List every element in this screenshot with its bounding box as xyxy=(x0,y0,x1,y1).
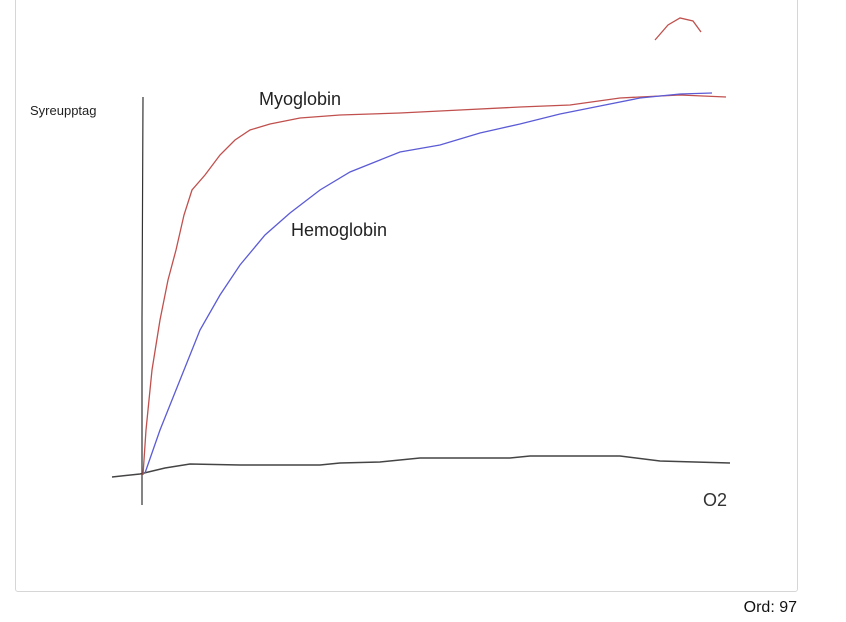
x-axis-label: O2 xyxy=(703,490,728,510)
y-axis-label: Syreupptag xyxy=(30,103,97,118)
stray-stroke xyxy=(654,17,702,41)
hemoglobin-curve xyxy=(144,92,713,474)
word-count: Ord: 97 xyxy=(743,599,797,616)
myoglobin-label: Myoglobin xyxy=(259,89,342,109)
x-axis xyxy=(111,455,731,478)
hemoglobin-label: Hemoglobin xyxy=(291,220,388,240)
myoglobin-curve xyxy=(142,94,727,476)
y-axis xyxy=(141,96,144,505)
answer-editor-panel[interactable] xyxy=(15,0,798,592)
